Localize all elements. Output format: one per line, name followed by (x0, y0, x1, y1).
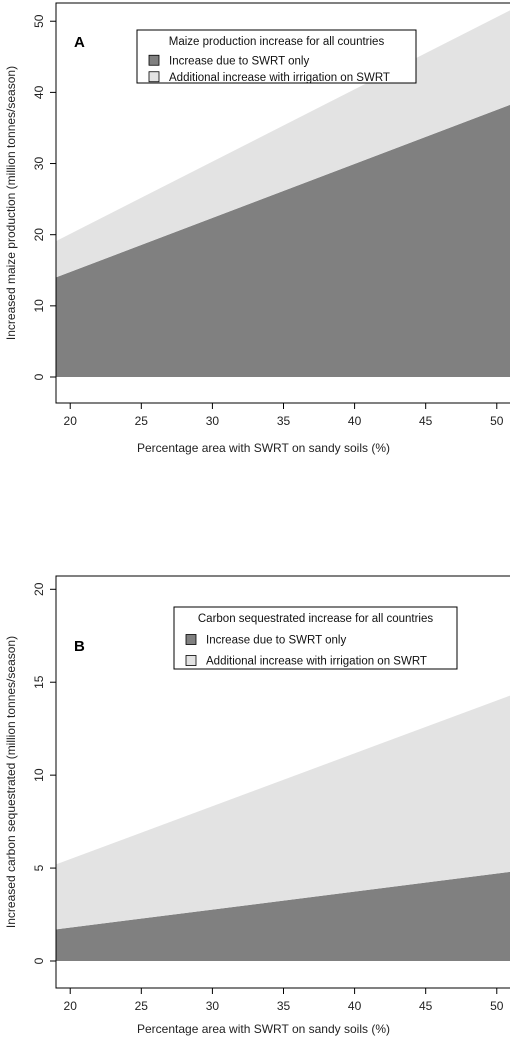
y-tick-label: 15 (32, 675, 46, 689)
y-tick-label: 20 (32, 582, 46, 596)
y-tick-label: 40 (32, 85, 46, 99)
legend-entry: Additional increase with irrigation on S… (169, 72, 390, 84)
x-tick-label: 20 (64, 999, 78, 1013)
legend: Carbon sequestrated increase for all cou… (173, 606, 458, 670)
area-series-1 (56, 871, 510, 961)
y-tick-label: 5 (32, 864, 46, 871)
x-tick-label: 25 (135, 414, 149, 428)
y-tick-label: 50 (32, 14, 46, 28)
y-axis-title: Increased carbon sequestrated (million t… (4, 636, 18, 928)
legend-title: Carbon sequestrated increase for all cou… (198, 613, 433, 625)
legend-swatch (148, 71, 160, 83)
y-tick-label: 0 (32, 957, 46, 964)
y-tick-label: 10 (32, 299, 46, 313)
panel-label: B (74, 638, 85, 655)
x-tick-label: 45 (419, 999, 433, 1013)
x-tick-label: 35 (277, 414, 291, 428)
legend-swatch (148, 54, 160, 66)
legend-box (136, 29, 417, 84)
x-tick-label: 35 (277, 999, 291, 1013)
y-tick-label: 0 (32, 373, 46, 380)
area-series-1 (56, 104, 510, 377)
x-axis-title: Percentage area with SWRT on sandy soils… (137, 441, 390, 455)
panel-label: A (74, 34, 85, 51)
area-series-2 (56, 695, 510, 930)
legend-entry: Increase due to SWRT only (206, 635, 346, 647)
x-axis-title: Percentage area with SWRT on sandy soils… (137, 1022, 390, 1036)
y-tick-label: 30 (32, 157, 46, 171)
legend-entry: Additional increase with irrigation on S… (206, 656, 427, 668)
legend-swatch (185, 655, 197, 666)
y-tick-label: 20 (32, 228, 46, 242)
x-tick-label: 30 (206, 414, 220, 428)
x-tick-label: 50 (490, 414, 504, 428)
legend-box (173, 606, 458, 670)
x-tick-label: 40 (348, 999, 362, 1013)
x-tick-label: 25 (135, 999, 149, 1013)
panel-B: 20 25 30 35 40 45 50 0 5 10 15 20 Percentage area wi… (4, 575, 510, 1036)
legend-entry: Increase due to SWRT only (169, 55, 309, 67)
y-tick-label: 10 (32, 768, 46, 782)
legend: Maize production increase for all countr… (136, 29, 417, 84)
legend-title: Maize production increase for all countr… (169, 36, 385, 48)
y-axis-title: Increased maize production (million tonn… (4, 66, 18, 340)
panel-A: 20 25 30 35 40 45 50 0 10 20 30 40 50 Percentage area… (4, 2, 510, 455)
x-tick-label: 30 (206, 999, 220, 1013)
x-tick-label: 40 (348, 414, 362, 428)
x-tick-label: 50 (490, 999, 504, 1013)
x-tick-label: 45 (419, 414, 433, 428)
x-tick-label: 20 (64, 414, 78, 428)
legend-swatch (185, 634, 197, 645)
